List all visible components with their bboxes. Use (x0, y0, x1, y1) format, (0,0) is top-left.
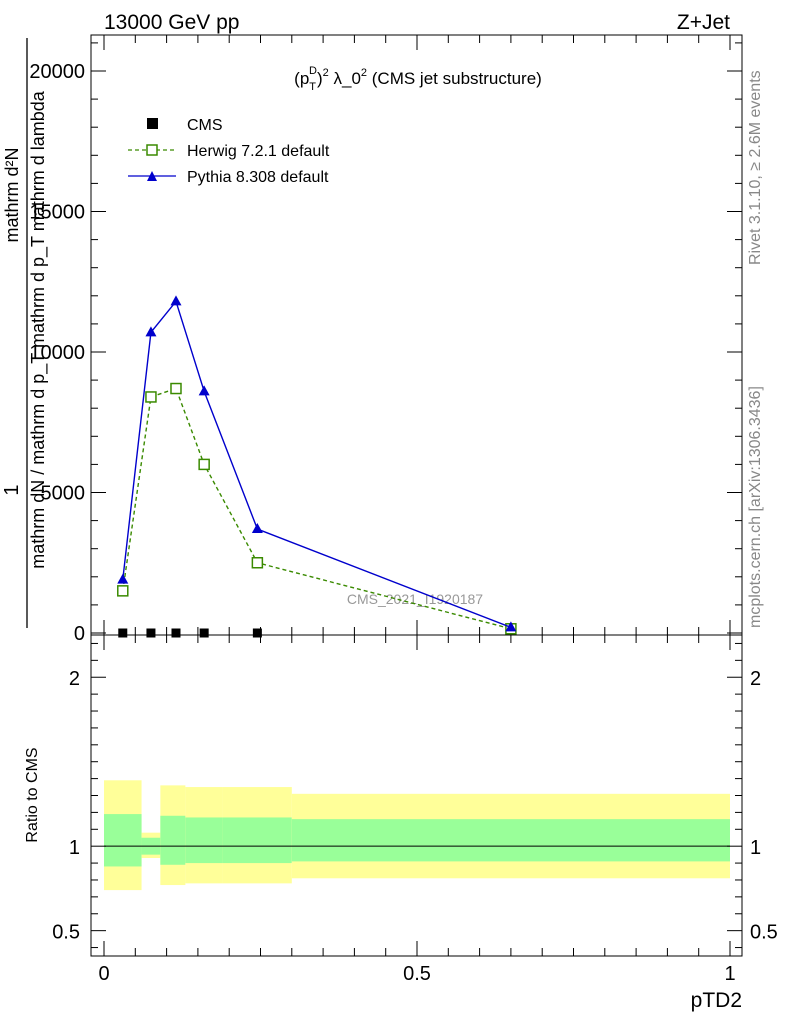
legend-cms-label: CMS (187, 117, 223, 134)
main-y-tick-label: 20000 (29, 61, 85, 83)
series-pythia-point (145, 326, 157, 337)
main-panel: 0 5000 10000 15000 20000 (pTD)2 λ_02 (CMS je… (1, 34, 743, 645)
ratio-y-tick-label: 2 (69, 668, 80, 690)
ratio-band-inner (185, 817, 223, 864)
ratio-y-tick-label: 0.5 (52, 922, 80, 944)
x-tick-label: 1 (724, 963, 735, 985)
y-label-denominator: mathrm dN / mathrm d p_T mathrm d p_T ma… (28, 90, 49, 568)
x-tick-label: 0.5 (403, 963, 431, 985)
series-pythia-point (117, 573, 129, 584)
x-tick-label: 0 (98, 963, 109, 985)
series-cms-point (252, 628, 262, 638)
main-y-tick-label: 15000 (29, 202, 85, 224)
ratio-bands (104, 780, 730, 891)
series-herwig-line (122, 387, 512, 630)
series-pythia-point (170, 295, 182, 306)
ratio-band-inner (291, 819, 730, 862)
main-x-ticks (103, 35, 731, 635)
series-cms-point (171, 628, 181, 638)
ratio-band-inner (160, 815, 186, 865)
series-pythia-point (198, 385, 210, 396)
rivet-label: Rivet 3.1.10, ≥ 2.6M events (747, 70, 764, 265)
analysis-watermark: CMS_2021_I1920187 (347, 591, 483, 607)
series-cms-point (146, 628, 156, 638)
series-herwig-point (117, 585, 129, 597)
series-pythia-point (505, 621, 517, 632)
legend-herwig-label: Herwig 7.2.1 default (187, 143, 330, 160)
main-y-label: 1 mathrm dN / mathrm d p_T mathrm d p_T … (1, 38, 49, 628)
ratio-y-tick-label-right: 2 (750, 668, 761, 690)
mcplots-label: mcplots.cern.ch [arXiv:1306.3436] (747, 386, 764, 628)
ratio-y-tick-label: 1 (69, 837, 80, 859)
ratio-y-label: Ratio to CMS (24, 747, 41, 842)
series-herwig (117, 382, 517, 635)
legend-herwig-marker (146, 144, 158, 156)
ratio-panel: 0.5 0.51 12 2 0 0.5 1 Ratio to CMS pTD2 (24, 634, 778, 1012)
series-pythia-line (122, 299, 512, 629)
legend-pythia-marker (147, 171, 157, 181)
series-cms-point (199, 628, 209, 638)
y-label-numerator: 1 (1, 484, 23, 495)
ratio-x-axis: 0 0.5 1 (98, 635, 736, 985)
series-herwig-point (170, 382, 182, 395)
series-cms-point (118, 628, 128, 638)
series-herwig-point (251, 557, 264, 569)
chart-title: (pTD)2 λ_02 (CMS jet substructure) (294, 65, 542, 93)
series-pythia-point (251, 523, 263, 534)
ratio-band-inner (104, 814, 142, 867)
main-y-axis: 0 5000 10000 15000 20000 (29, 42, 742, 645)
series-cms (118, 628, 262, 638)
y-label-d2n: mathrm d²N (2, 147, 22, 242)
ratio-y-axis: 0.5 0.5 1 1 2 2 (52, 642, 778, 949)
process-label: Z+Jet (677, 11, 730, 34)
main-y-tick-label: 5000 (41, 483, 86, 505)
series-herwig-point (198, 458, 210, 471)
energy-label: 13000 GeV pp (104, 11, 239, 34)
legend-cms-marker (147, 118, 158, 129)
legend-pythia-label: Pythia 8.308 default (187, 169, 329, 186)
main-y-tick-label: 10000 (29, 342, 85, 364)
series-herwig-point (145, 391, 157, 403)
ratio-band-inner (222, 817, 292, 864)
legend: CMS Herwig 7.2.1 default Pythia 8.308 de… (128, 117, 330, 186)
series-pythia (117, 295, 517, 632)
ratio-y-tick-label-right: 1 (750, 837, 761, 859)
ratio-y-tick-label-right: 0.5 (750, 922, 778, 944)
main-y-tick-label: 0 (74, 623, 85, 645)
x-axis-label: pTD2 (691, 989, 742, 1012)
